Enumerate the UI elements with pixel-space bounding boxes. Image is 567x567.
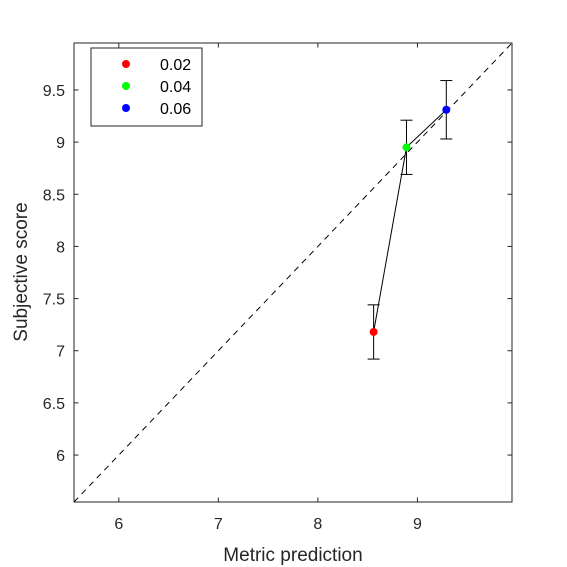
- x-tick-label: 6: [114, 516, 123, 533]
- y-axis-label: Subjective score: [11, 202, 32, 341]
- y-tick-labels: 6 6.5 7 7.5 8 8.5 9 9.5: [43, 83, 65, 465]
- axis-ticks: [74, 43, 512, 502]
- y-tick-label: 8.5: [43, 187, 65, 204]
- data-point: [442, 105, 451, 114]
- x-tick-label: 8: [313, 516, 322, 533]
- x-tick-label: 9: [413, 516, 422, 533]
- y-tick-label: 9: [56, 135, 65, 152]
- legend-label: 0.04: [160, 79, 191, 96]
- x-tick-labels: 6 7 8 9: [114, 516, 422, 533]
- data-point: [402, 143, 411, 152]
- plot-frame: [73, 42, 513, 503]
- y-tick-label: 6: [56, 448, 65, 465]
- x-axis-label: Metric prediction: [223, 545, 362, 566]
- legend-marker: [122, 60, 130, 68]
- y-tick-label: 6.5: [43, 396, 65, 413]
- data-point: [369, 327, 378, 336]
- y-tick-label: 9.5: [43, 83, 65, 100]
- legend-label: 0.02: [160, 57, 191, 74]
- identity-reference-line: [73, 42, 513, 503]
- data-points: [369, 105, 451, 336]
- y-tick-label: 8: [56, 239, 65, 256]
- legend-marker: [122, 104, 130, 112]
- legend-label: 0.06: [160, 101, 191, 118]
- y-tick-label: 7: [56, 344, 65, 361]
- x-tick-label: 7: [214, 516, 223, 533]
- legend-marker: [122, 82, 130, 90]
- legend: 0.02 0.04 0.06: [90, 47, 203, 127]
- y-tick-label: 7.5: [43, 292, 65, 309]
- legend-box: [90, 47, 203, 127]
